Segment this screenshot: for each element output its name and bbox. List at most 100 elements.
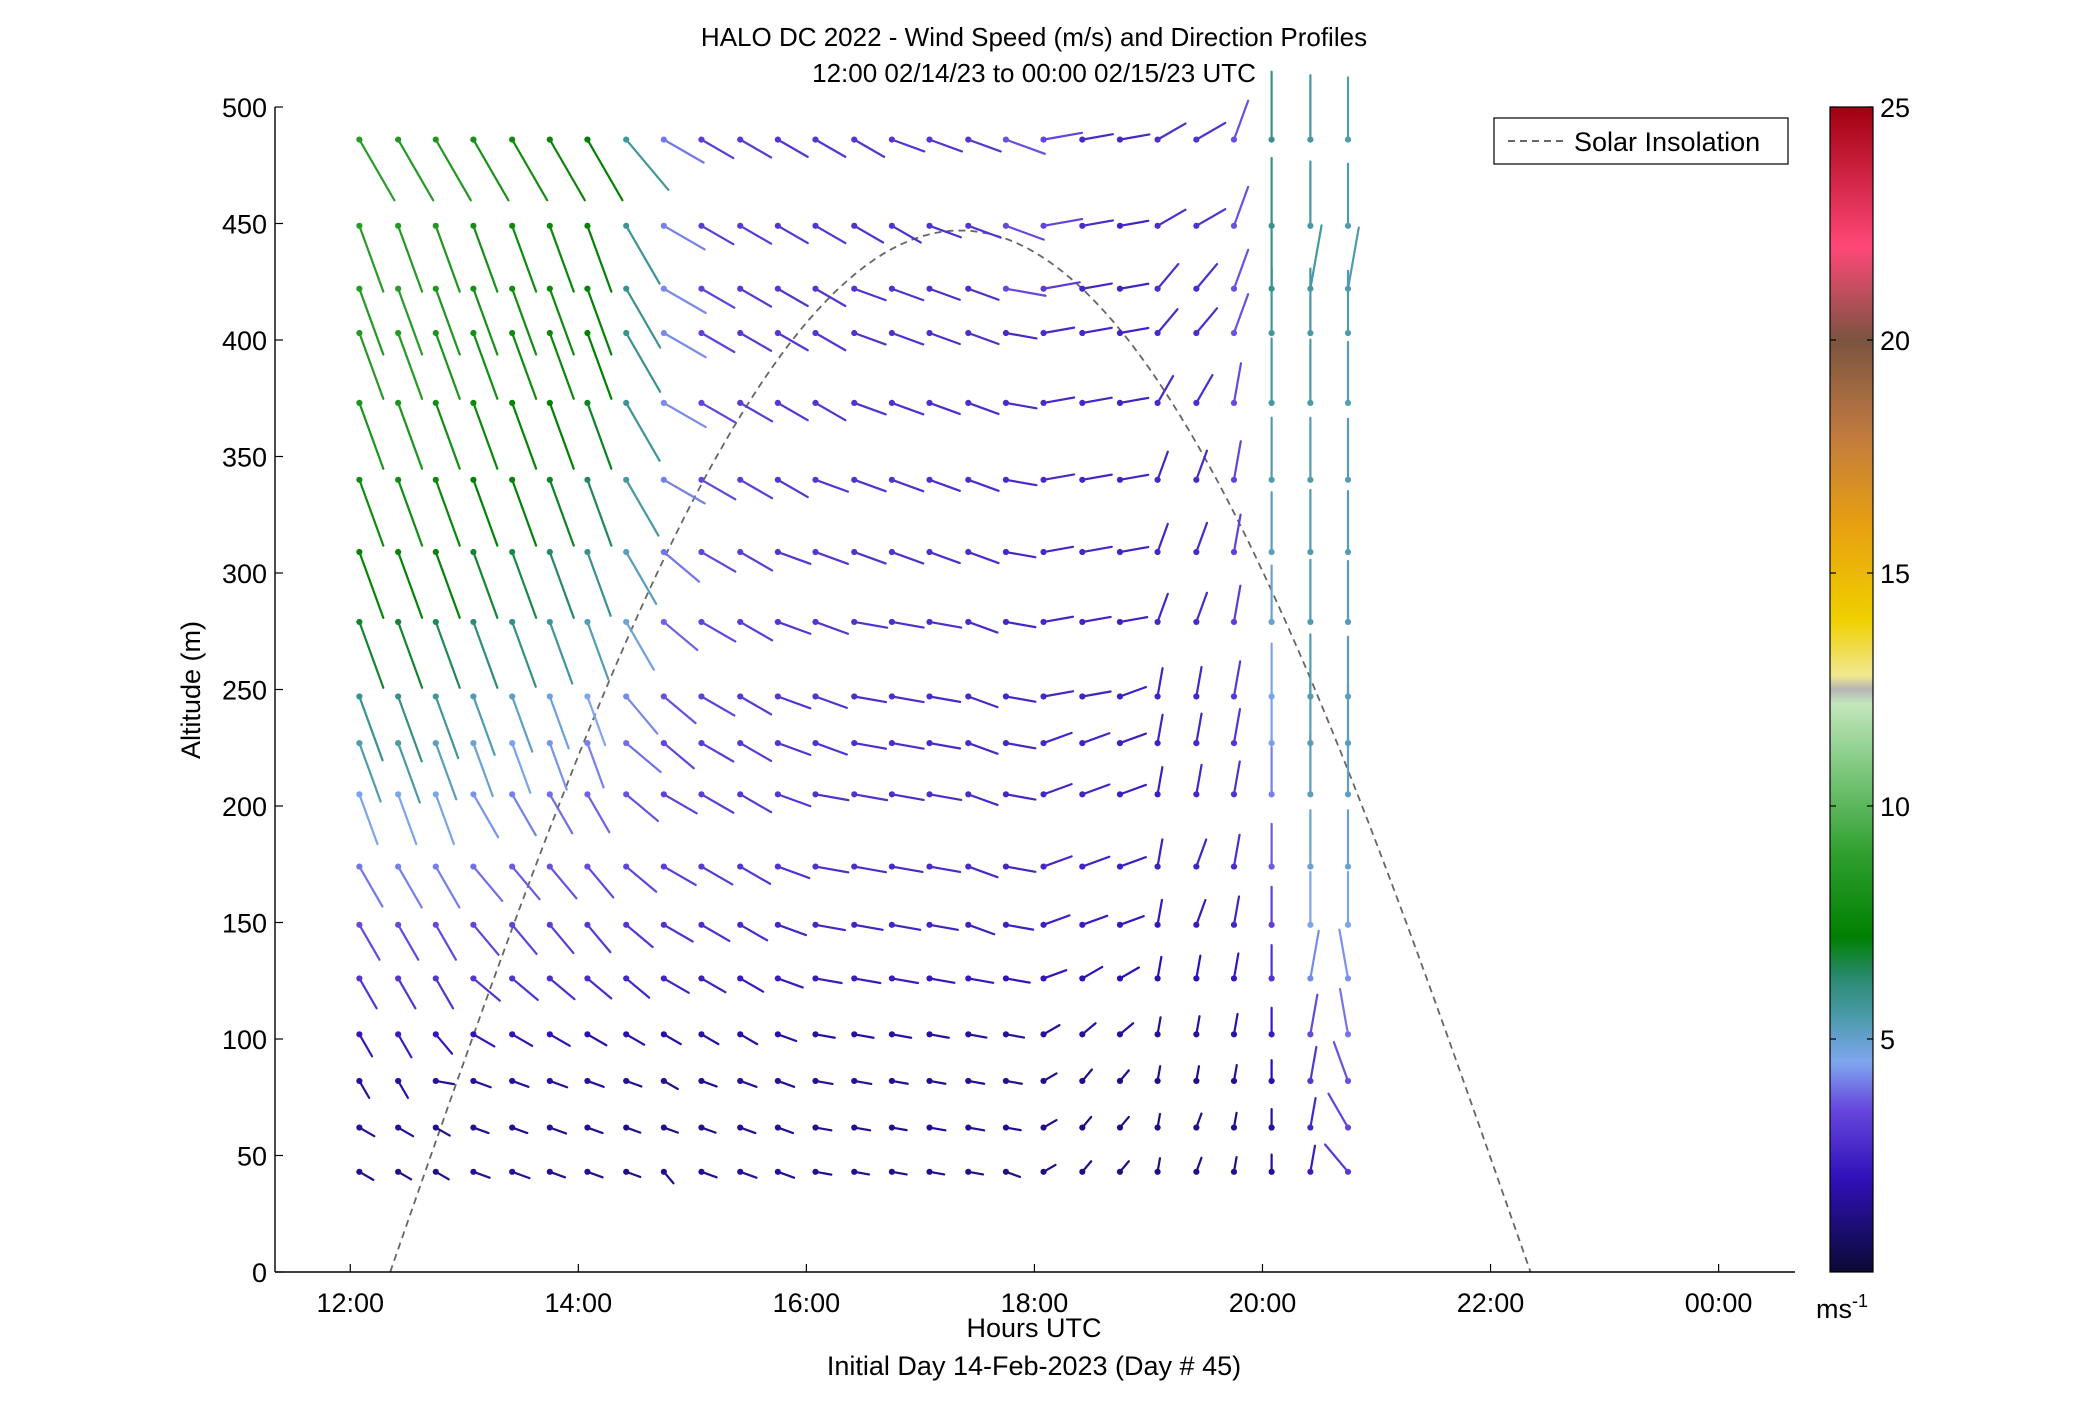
- wind-vector-base: [584, 1168, 591, 1175]
- wind-vector-base: [623, 285, 630, 292]
- wind-vector: [1154, 522, 1169, 556]
- wind-vector: [623, 975, 651, 999]
- wind-vector-base: [623, 399, 630, 407]
- wind-vector-base: [509, 1077, 516, 1085]
- wind-vector: [851, 329, 887, 346]
- wind-vector-shaft: [1004, 741, 1037, 750]
- wind-vector-shaft: [397, 224, 424, 293]
- wind-vector: [926, 399, 961, 416]
- wind-vector-base: [546, 1124, 553, 1131]
- wind-vector-shaft: [814, 478, 850, 493]
- wind-vector-base: [1230, 739, 1238, 747]
- wind-vector: [1116, 1022, 1135, 1038]
- wind-vector: [926, 618, 963, 629]
- wind-vector-shaft: [548, 224, 575, 293]
- wind-vector: [1307, 993, 1319, 1038]
- wind-vector: [1116, 545, 1150, 556]
- wind-vector-base: [1154, 1124, 1161, 1131]
- wind-vector: [470, 548, 499, 619]
- wind-vector-base: [660, 1031, 667, 1038]
- wind-vector-base: [432, 136, 439, 143]
- wind-vector-shaft: [1042, 615, 1075, 624]
- wind-vector: [1002, 1031, 1026, 1039]
- wind-vector-base: [1307, 975, 1314, 982]
- wind-vector: [470, 975, 501, 1002]
- wind-vector-shaft: [814, 401, 847, 422]
- wind-vector: [1002, 863, 1037, 873]
- wind-vector-shaft: [397, 138, 435, 202]
- wind-vector-shaft: [397, 478, 424, 547]
- wind-vector: [660, 1031, 682, 1046]
- wind-vector-shaft: [1195, 121, 1227, 141]
- wind-vector-base: [1040, 618, 1047, 626]
- wind-vector-base: [1040, 1124, 1047, 1131]
- wind-vector: [965, 1077, 986, 1085]
- wind-vector-shaft: [586, 331, 613, 400]
- wind-vector-base: [546, 921, 553, 928]
- wind-vector: [660, 399, 707, 429]
- wind-vector-base: [774, 1168, 781, 1175]
- wind-vector-shaft: [1332, 1040, 1350, 1083]
- wind-vector-base: [1268, 399, 1275, 407]
- wind-vector-base: [965, 222, 972, 229]
- wind-vector-shaft: [397, 1079, 410, 1099]
- wind-vector-shaft: [700, 287, 736, 309]
- x-tick-label: 18:00: [1001, 1288, 1069, 1318]
- wind-vector-shaft: [1118, 732, 1147, 745]
- wind-vector: [509, 975, 539, 1001]
- wind-vector-base: [1040, 548, 1047, 556]
- wind-vector-shaft: [853, 224, 885, 244]
- wind-vector-shaft: [1118, 966, 1140, 980]
- wind-vector: [888, 791, 925, 802]
- wind-vector-base: [395, 863, 402, 870]
- wind-vector: [470, 222, 499, 293]
- wind-vector-shaft: [853, 287, 887, 302]
- wind-vector: [774, 285, 809, 308]
- wind-vector: [395, 739, 421, 804]
- wind-vector-base: [1268, 1077, 1275, 1085]
- wind-vector-base: [1230, 548, 1238, 556]
- wind-vector: [737, 1031, 759, 1046]
- wind-vector: [1323, 1143, 1352, 1175]
- wind-vector: [1268, 642, 1275, 700]
- colorbar-unit-exponent: -1: [1852, 1291, 1868, 1311]
- wind-vector-shaft: [548, 793, 574, 835]
- wind-vector: [737, 476, 774, 500]
- wind-vector-shaft: [928, 224, 962, 239]
- wind-vector-shaft: [739, 620, 774, 642]
- wind-vector: [851, 739, 888, 750]
- wind-vector-shaft: [1042, 326, 1076, 335]
- x-tick-label: 22:00: [1457, 1288, 1525, 1318]
- wind-vector: [965, 285, 1000, 301]
- wind-vector-base: [965, 1124, 972, 1131]
- wind-vector-base: [888, 1168, 895, 1175]
- wind-vector-base: [395, 693, 402, 700]
- wind-vector-base: [1344, 1031, 1352, 1038]
- wind-vector: [584, 1031, 608, 1047]
- wind-vector: [812, 476, 850, 493]
- wind-vector-base: [584, 975, 591, 982]
- wind-vector: [926, 548, 961, 565]
- wind-vector-base: [965, 1031, 972, 1038]
- wind-vector-base: [1040, 399, 1047, 407]
- wind-vector: [660, 329, 707, 359]
- wind-vector: [1230, 1012, 1239, 1038]
- wind-vector-base: [1193, 1168, 1200, 1175]
- wind-vector-shaft: [586, 550, 612, 617]
- wind-vector-shaft: [853, 401, 887, 416]
- wind-vector-base: [698, 975, 705, 982]
- wind-vector-base: [1193, 618, 1200, 626]
- wind-vector: [1040, 615, 1075, 626]
- wind-vector-shaft: [1004, 287, 1047, 297]
- wind-vector-shaft: [548, 138, 586, 202]
- wind-vector-base: [1344, 399, 1352, 407]
- wind-vector-base: [432, 222, 439, 229]
- wind-vector-base: [812, 975, 819, 982]
- wind-vector-base: [1079, 476, 1086, 483]
- wind-vector-base: [812, 285, 819, 292]
- wind-vector: [470, 863, 504, 903]
- wind-vector-shaft: [1309, 1045, 1318, 1083]
- wind-vector: [584, 329, 613, 400]
- wind-vector-shaft: [1327, 1092, 1350, 1129]
- y-tick-label: 450: [222, 210, 267, 240]
